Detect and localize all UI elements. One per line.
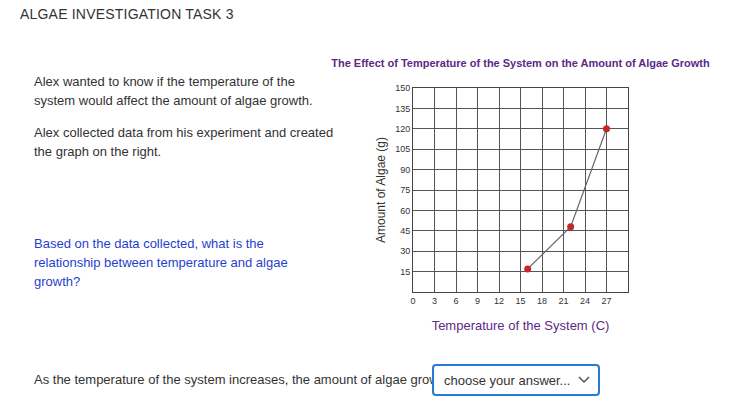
svg-text:Amount of Algae (g): Amount of Algae (g): [374, 137, 388, 243]
svg-text:105: 105: [395, 144, 410, 154]
svg-text:0: 0: [410, 296, 415, 306]
svg-text:Temperature of the System (C): Temperature of the System (C): [432, 318, 610, 333]
svg-text:45: 45: [400, 226, 410, 236]
svg-text:30: 30: [400, 246, 410, 256]
svg-text:135: 135: [395, 104, 410, 114]
svg-text:18: 18: [537, 296, 547, 306]
svg-text:The Effect of Temperature of t: The Effect of Temperature of the System …: [331, 57, 710, 69]
svg-text:60: 60: [400, 206, 410, 216]
svg-text:24: 24: [580, 296, 590, 306]
svg-text:9: 9: [475, 296, 480, 306]
svg-text:6: 6: [453, 296, 458, 306]
html-text:As the temperature of the syst: As the temperature of the system increas…: [34, 372, 450, 387]
html-text:Based on the data collected, w: Based on the data collected, what is the…: [34, 236, 288, 289]
svg-text:12: 12: [494, 296, 504, 306]
svg-text:21: 21: [558, 296, 568, 306]
svg-text:15: 15: [515, 296, 525, 306]
svg-text:90: 90: [400, 165, 410, 175]
svg-text:75: 75: [400, 185, 410, 195]
svg-text:15: 15: [400, 267, 410, 277]
html-text:Alex collected data from his e: Alex collected data from his experiment …: [34, 125, 334, 159]
svg-text:150: 150: [395, 83, 410, 93]
svg-text:3: 3: [432, 296, 437, 306]
svg-text:27: 27: [601, 296, 611, 306]
html-text:Alex wanted to know if the tem: Alex wanted to know if the temperature o…: [34, 74, 313, 108]
svg-text:120: 120: [395, 124, 410, 134]
html-text:choose your answer...: choose your answer...: [444, 373, 571, 388]
html-text:ALGAE INVESTIGATION TASK 3: ALGAE INVESTIGATION TASK 3: [20, 6, 234, 22]
